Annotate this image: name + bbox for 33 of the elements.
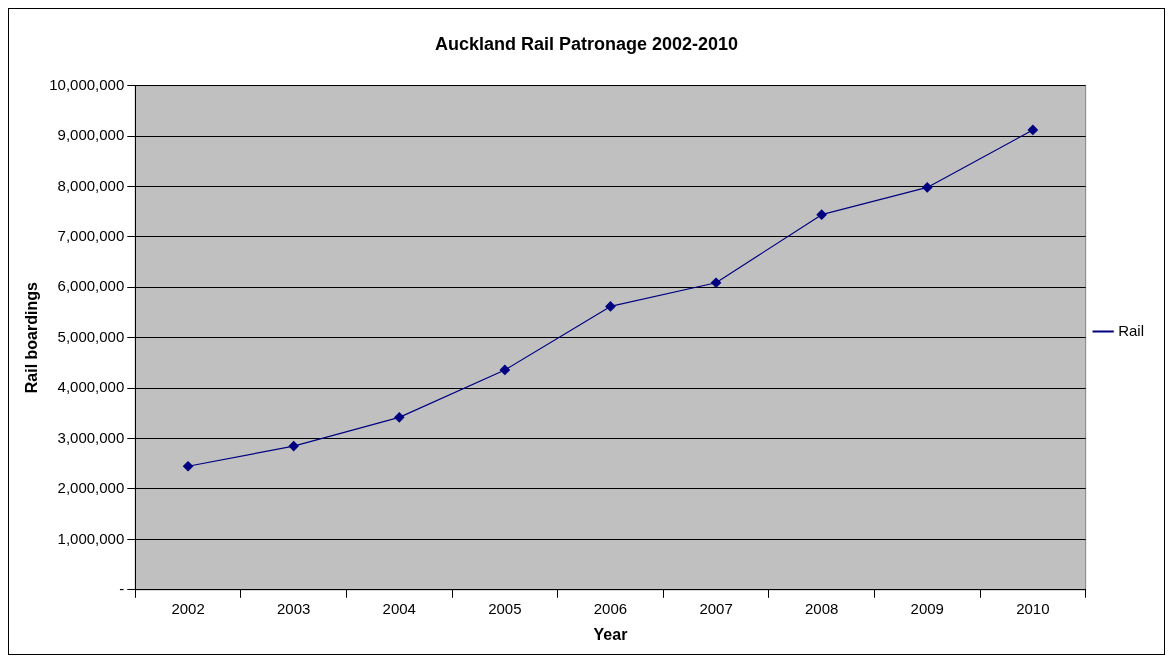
y-tick-label: 8,000,000 xyxy=(57,176,125,194)
y-tick-label: 5,000,000 xyxy=(57,327,125,345)
y-tick-label: 10,000,000 xyxy=(49,75,125,93)
x-tick-label: 2002 xyxy=(171,599,205,617)
y-tick-label: 9,000,000 xyxy=(57,126,125,144)
x-tick-label: 2007 xyxy=(699,599,733,617)
y-tick-label: 6,000,000 xyxy=(57,277,125,295)
point xyxy=(288,441,299,452)
point xyxy=(394,412,405,423)
x-tick-label: 2009 xyxy=(910,599,944,617)
x-axis-title: Year xyxy=(593,625,628,643)
point xyxy=(182,461,194,472)
point xyxy=(922,182,933,193)
point xyxy=(816,209,827,220)
x-tick-label: 2003 xyxy=(276,599,311,617)
y-axis-title: Rail boardings xyxy=(23,282,41,394)
y-tick-label: 2,000,000 xyxy=(57,479,125,497)
x-tick-label: 2008 xyxy=(804,599,839,617)
y-tick-label: 1,000,000 xyxy=(57,529,125,547)
x-tick-label: 2004 xyxy=(382,599,416,617)
point xyxy=(710,277,722,288)
point xyxy=(1027,124,1038,136)
y-tick-label: 3,000,000 xyxy=(57,428,125,446)
x-tick-label: 2005 xyxy=(488,599,522,617)
x-tick-label: 2006 xyxy=(593,599,628,617)
y-tick-label: 7,000,000 xyxy=(57,227,125,244)
x-tick-label: 2010 xyxy=(1016,599,1050,617)
y-tick-label: - xyxy=(119,579,125,597)
legend-label: Rail xyxy=(1118,321,1144,339)
point xyxy=(499,364,510,376)
point xyxy=(605,301,616,312)
y-tick-label: 4,000,000 xyxy=(57,378,125,396)
chart-title: Auckland Rail Patronage 2002-2010 xyxy=(434,33,739,54)
